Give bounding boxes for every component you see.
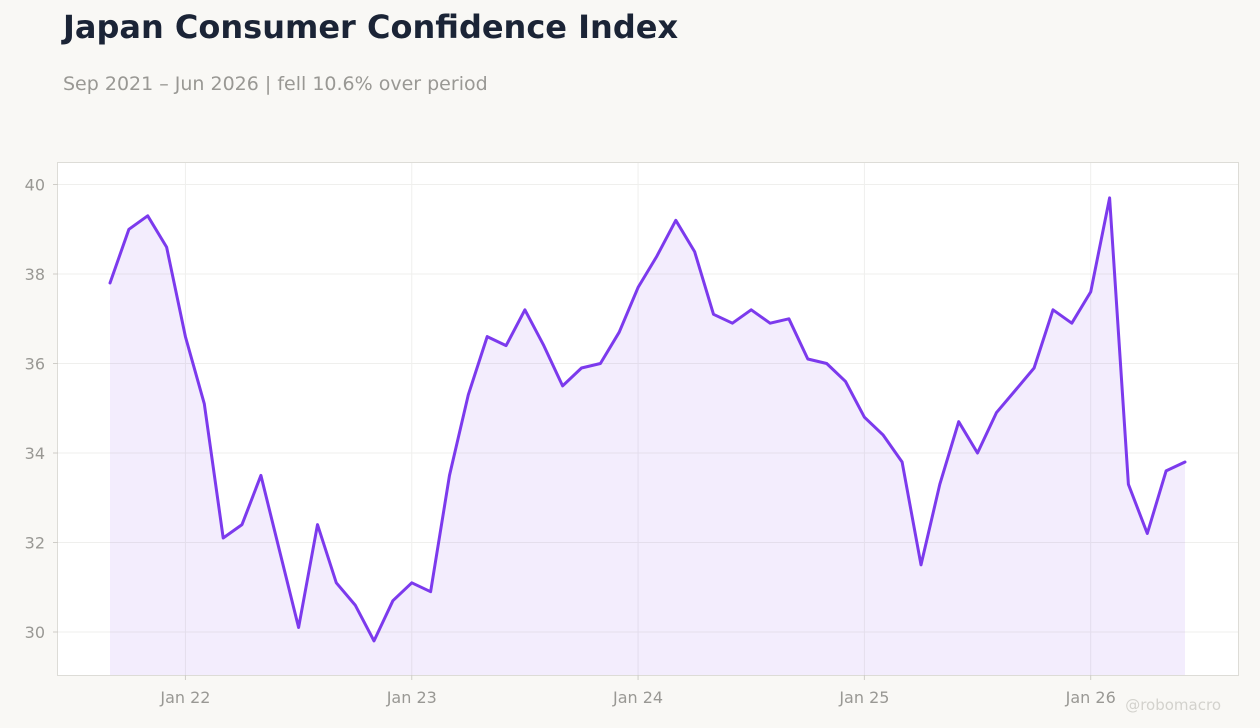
y-tick-label: 34 xyxy=(25,444,45,463)
plot-area xyxy=(57,162,1239,676)
y-tick-label: 30 xyxy=(25,623,45,642)
chart-subtitle: Sep 2021 – Jun 2026 | fell 10.6% over pe… xyxy=(63,73,488,95)
x-tick-label: Jan 23 xyxy=(386,688,437,707)
x-tick-label: Jan 22 xyxy=(159,688,210,707)
x-tick-label: Jan 25 xyxy=(838,688,889,707)
y-tick-label: 32 xyxy=(25,534,45,553)
x-tick-label: Jan 26 xyxy=(1065,688,1116,707)
series-area-fill xyxy=(110,197,1185,675)
grid-lines xyxy=(58,163,1238,675)
y-tick-label: 40 xyxy=(25,176,45,195)
chart-title: Japan Consumer Confidence Index xyxy=(63,8,679,46)
y-tick-label: 36 xyxy=(25,355,45,374)
x-axis: Jan 22 Jan 23 Jan 24 Jan 25 Jan 26 xyxy=(159,675,1116,707)
y-tick-label: 38 xyxy=(25,265,45,284)
series-line xyxy=(108,196,1187,643)
x-tick-label: Jan 24 xyxy=(612,688,663,707)
watermark: @robomacro xyxy=(1125,696,1221,714)
y-axis: 30 32 34 36 38 40 xyxy=(25,176,58,642)
